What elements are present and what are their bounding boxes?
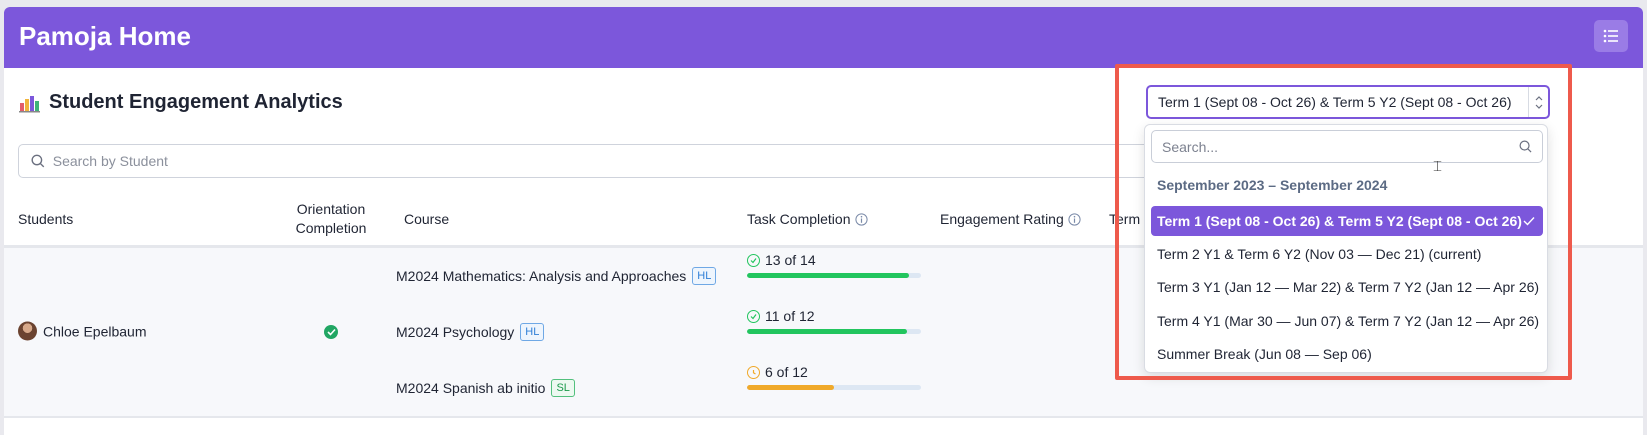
header-divider [4, 245, 1643, 248]
task-completion-cell[interactable]: 6 of 12 [747, 364, 921, 390]
column-header-label: Task Completion [747, 211, 851, 227]
term-option[interactable]: Term 3 Y1 (Jan 12 — Mar 22) & Term 7 Y2 … [1151, 272, 1543, 302]
progress-bar-fill [747, 385, 834, 390]
task-count: 6 of 12 [765, 364, 808, 380]
select-arrows-icon [1528, 87, 1548, 117]
progress-clock-icon [747, 253, 760, 267]
column-header-students[interactable]: Students [18, 211, 74, 227]
course-name[interactable]: M2024 Spanish ab initio [396, 380, 546, 396]
list-icon [1603, 29, 1618, 43]
course-cell: M2024 Mathematics: Analysis and Approach… [396, 267, 717, 285]
menu-button[interactable] [1594, 20, 1628, 52]
term-option[interactable]: Term 1 (Sept 08 - Oct 26) & Term 5 Y2 (S… [1151, 206, 1543, 236]
task-count: 11 of 12 [765, 308, 815, 324]
column-header-course[interactable]: Course [404, 211, 450, 227]
row-divider [4, 416, 1643, 418]
info-icon[interactable] [1068, 212, 1081, 226]
dropdown-search-input[interactable] [1162, 138, 1519, 155]
term-dropdown-menu: September 2023 – September 2024 Term 1 (… [1144, 124, 1548, 373]
page-title: Student Engagement Analytics [49, 91, 343, 113]
text-cursor-icon: ⌶ [1433, 158, 1443, 175]
column-header-task-completion[interactable]: Task Completion [747, 211, 868, 227]
course-cell: M2024 Psychology HL [396, 323, 545, 341]
course-cell: M2024 Spanish ab initio SL [396, 379, 575, 397]
task-completion-cell[interactable]: 13 of 14 [747, 252, 921, 278]
student-cell[interactable]: Chloe Epelbaum [18, 321, 147, 341]
dropdown-search[interactable] [1151, 130, 1543, 163]
info-icon[interactable] [854, 212, 868, 226]
course-name[interactable]: M2024 Psychology [396, 324, 515, 340]
term-option[interactable]: Summer Break (Jun 08 — Sep 06) [1151, 339, 1543, 369]
task-completion-cell[interactable]: 11 of 12 [747, 308, 921, 334]
student-name: Chloe Epelbaum [43, 323, 147, 339]
progress-clock-icon [747, 365, 760, 379]
column-header-orientation[interactable]: Orientation Completion [295, 201, 367, 236]
level-badge: SL [551, 379, 575, 397]
progress-bar-fill [747, 273, 909, 278]
top-navbar: Pamoja Home [4, 7, 1643, 68]
term-option-label: Term 1 (Sept 08 - Oct 26) & Term 5 Y2 (S… [1157, 213, 1522, 229]
progress-bar [747, 385, 921, 390]
progress-clock-icon [747, 309, 760, 323]
search-input[interactable] [52, 153, 1197, 169]
term-option[interactable]: Term 4 Y1 (Mar 30 — Jun 07) & Term 7 Y2 … [1151, 306, 1543, 336]
term-option-label: Term 4 Y1 (Mar 30 — Jun 07) & Term 7 Y2 … [1157, 313, 1540, 329]
column-header-term[interactable]: Term [1109, 211, 1141, 227]
progress-bar [747, 329, 921, 334]
search-icon [1519, 140, 1532, 153]
app-window: Pamoja Home Student Engagement Analytics… [4, 7, 1643, 435]
term-option-label: Term 3 Y1 (Jan 12 — Mar 22) & Term 7 Y2 … [1157, 279, 1540, 295]
term-select[interactable]: Term 1 (Sept 08 - Oct 26) & Term 5 Y2 (S… [1146, 85, 1550, 119]
progress-bar-fill [747, 329, 908, 334]
avatar [18, 321, 37, 341]
course-name[interactable]: M2024 Mathematics: Analysis and Approach… [396, 268, 687, 284]
bar-chart-icon [19, 95, 40, 112]
dropdown-group-label: September 2023 – September 2024 [1157, 177, 1388, 193]
column-header-engagement-rating[interactable]: Engagement Rating [940, 211, 1081, 227]
student-search[interactable] [18, 144, 1198, 178]
search-icon [31, 154, 45, 168]
progress-bar [747, 273, 921, 278]
column-header-label: Engagement Rating [940, 211, 1064, 227]
section-header: Student Engagement Analytics [19, 91, 343, 114]
app-title: Pamoja Home [19, 21, 191, 51]
term-option-label: Summer Break (Jun 08 — Sep 06) [1157, 346, 1372, 362]
term-select-value: Term 1 (Sept 08 - Oct 26) & Term 5 Y2 (S… [1158, 94, 1512, 110]
checkmark-icon [1523, 217, 1535, 226]
check-circle-icon [324, 325, 338, 339]
task-count: 13 of 14 [765, 252, 816, 268]
term-option-label: Term 2 Y1 & Term 6 Y2 (Nov 03 — Dec 21) … [1157, 246, 1482, 262]
level-badge: HL [520, 323, 545, 341]
term-option[interactable]: Term 2 Y1 & Term 6 Y2 (Nov 03 — Dec 21) … [1151, 239, 1543, 269]
level-badge: HL [692, 267, 717, 285]
